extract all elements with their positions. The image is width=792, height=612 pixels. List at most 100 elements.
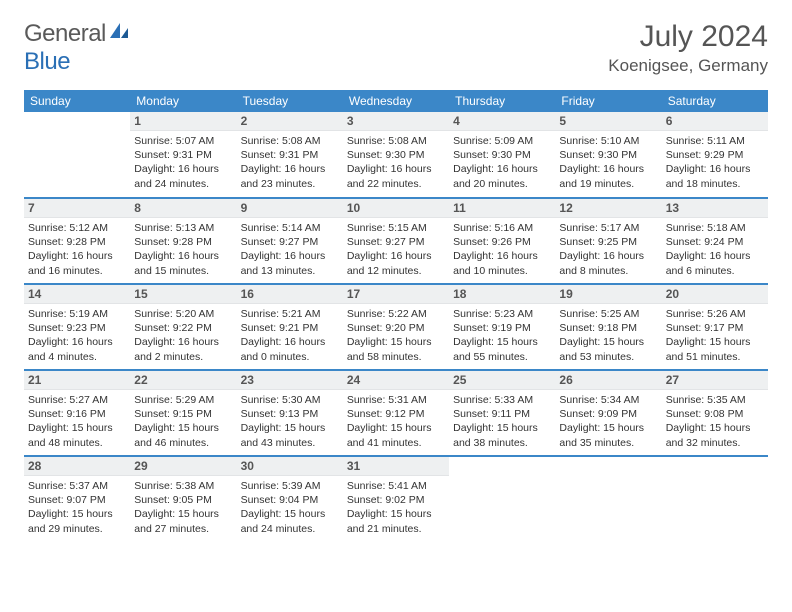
header: GeneralBlue July 2024 Koenigsee, Germany — [24, 20, 768, 76]
day-number: 23 — [237, 371, 343, 390]
day-number: 30 — [237, 457, 343, 476]
day-number: 1 — [130, 112, 236, 131]
location: Koenigsee, Germany — [608, 56, 768, 76]
calendar-day-cell: 11Sunrise: 5:16 AMSunset: 9:26 PMDayligh… — [449, 198, 555, 284]
calendar-day-cell: 9Sunrise: 5:14 AMSunset: 9:27 PMDaylight… — [237, 198, 343, 284]
calendar-day-cell: 2Sunrise: 5:08 AMSunset: 9:31 PMDaylight… — [237, 112, 343, 198]
day-details: Sunrise: 5:08 AMSunset: 9:30 PMDaylight:… — [343, 131, 449, 195]
calendar-day-cell: 23Sunrise: 5:30 AMSunset: 9:13 PMDayligh… — [237, 370, 343, 456]
calendar-day-cell — [555, 456, 661, 542]
day-number: 21 — [24, 371, 130, 390]
day-number: 27 — [662, 371, 768, 390]
calendar-day-cell: 27Sunrise: 5:35 AMSunset: 9:08 PMDayligh… — [662, 370, 768, 456]
day-number: 2 — [237, 112, 343, 131]
day-number: 12 — [555, 199, 661, 218]
brand-name: GeneralBlue — [24, 20, 130, 76]
weekday-header-row: Sunday Monday Tuesday Wednesday Thursday… — [24, 90, 768, 112]
day-number: 25 — [449, 371, 555, 390]
calendar-day-cell: 1Sunrise: 5:07 AMSunset: 9:31 PMDaylight… — [130, 112, 236, 198]
day-details: Sunrise: 5:27 AMSunset: 9:16 PMDaylight:… — [24, 390, 130, 454]
calendar-day-cell: 18Sunrise: 5:23 AMSunset: 9:19 PMDayligh… — [449, 284, 555, 370]
day-number: 18 — [449, 285, 555, 304]
title-block: July 2024 Koenigsee, Germany — [608, 20, 768, 76]
day-number: 28 — [24, 457, 130, 476]
day-number: 9 — [237, 199, 343, 218]
day-details: Sunrise: 5:25 AMSunset: 9:18 PMDaylight:… — [555, 304, 661, 368]
day-details: Sunrise: 5:15 AMSunset: 9:27 PMDaylight:… — [343, 218, 449, 282]
day-details: Sunrise: 5:30 AMSunset: 9:13 PMDaylight:… — [237, 390, 343, 454]
weekday-header: Tuesday — [237, 90, 343, 112]
calendar-day-cell: 16Sunrise: 5:21 AMSunset: 9:21 PMDayligh… — [237, 284, 343, 370]
day-details: Sunrise: 5:37 AMSunset: 9:07 PMDaylight:… — [24, 476, 130, 540]
brand-name-part1: General — [24, 20, 106, 47]
day-number: 7 — [24, 199, 130, 218]
calendar-day-cell: 8Sunrise: 5:13 AMSunset: 9:28 PMDaylight… — [130, 198, 236, 284]
day-details: Sunrise: 5:18 AMSunset: 9:24 PMDaylight:… — [662, 218, 768, 282]
weekday-header: Friday — [555, 90, 661, 112]
calendar-day-cell: 13Sunrise: 5:18 AMSunset: 9:24 PMDayligh… — [662, 198, 768, 284]
day-number: 5 — [555, 112, 661, 131]
calendar-day-cell: 17Sunrise: 5:22 AMSunset: 9:20 PMDayligh… — [343, 284, 449, 370]
day-number: 11 — [449, 199, 555, 218]
calendar-day-cell: 29Sunrise: 5:38 AMSunset: 9:05 PMDayligh… — [130, 456, 236, 542]
calendar-day-cell: 24Sunrise: 5:31 AMSunset: 9:12 PMDayligh… — [343, 370, 449, 456]
day-details: Sunrise: 5:10 AMSunset: 9:30 PMDaylight:… — [555, 131, 661, 195]
day-number: 19 — [555, 285, 661, 304]
month-title: July 2024 — [608, 20, 768, 54]
calendar-table: Sunday Monday Tuesday Wednesday Thursday… — [24, 90, 768, 542]
calendar-week-row: 14Sunrise: 5:19 AMSunset: 9:23 PMDayligh… — [24, 284, 768, 370]
day-number: 4 — [449, 112, 555, 131]
calendar-day-cell — [24, 112, 130, 198]
weekday-header: Monday — [130, 90, 236, 112]
day-details: Sunrise: 5:34 AMSunset: 9:09 PMDaylight:… — [555, 390, 661, 454]
day-details: Sunrise: 5:33 AMSunset: 9:11 PMDaylight:… — [449, 390, 555, 454]
day-details: Sunrise: 5:31 AMSunset: 9:12 PMDaylight:… — [343, 390, 449, 454]
calendar-day-cell: 15Sunrise: 5:20 AMSunset: 9:22 PMDayligh… — [130, 284, 236, 370]
day-number: 8 — [130, 199, 236, 218]
day-details: Sunrise: 5:19 AMSunset: 9:23 PMDaylight:… — [24, 304, 130, 368]
day-number: 14 — [24, 285, 130, 304]
calendar-day-cell: 22Sunrise: 5:29 AMSunset: 9:15 PMDayligh… — [130, 370, 236, 456]
calendar-day-cell: 10Sunrise: 5:15 AMSunset: 9:27 PMDayligh… — [343, 198, 449, 284]
calendar-week-row: 21Sunrise: 5:27 AMSunset: 9:16 PMDayligh… — [24, 370, 768, 456]
calendar-day-cell — [662, 456, 768, 542]
calendar-day-cell: 26Sunrise: 5:34 AMSunset: 9:09 PMDayligh… — [555, 370, 661, 456]
calendar-day-cell: 5Sunrise: 5:10 AMSunset: 9:30 PMDaylight… — [555, 112, 661, 198]
day-number: 26 — [555, 371, 661, 390]
day-details: Sunrise: 5:14 AMSunset: 9:27 PMDaylight:… — [237, 218, 343, 282]
day-details: Sunrise: 5:39 AMSunset: 9:04 PMDaylight:… — [237, 476, 343, 540]
calendar-day-cell: 12Sunrise: 5:17 AMSunset: 9:25 PMDayligh… — [555, 198, 661, 284]
day-details: Sunrise: 5:09 AMSunset: 9:30 PMDaylight:… — [449, 131, 555, 195]
calendar-day-cell: 25Sunrise: 5:33 AMSunset: 9:11 PMDayligh… — [449, 370, 555, 456]
day-number: 20 — [662, 285, 768, 304]
brand-name-part2: Blue — [24, 48, 70, 75]
day-number: 29 — [130, 457, 236, 476]
day-number: 31 — [343, 457, 449, 476]
day-number: 6 — [662, 112, 768, 131]
calendar-week-row: 28Sunrise: 5:37 AMSunset: 9:07 PMDayligh… — [24, 456, 768, 542]
day-details: Sunrise: 5:08 AMSunset: 9:31 PMDaylight:… — [237, 131, 343, 195]
weekday-header: Sunday — [24, 90, 130, 112]
calendar-day-cell: 21Sunrise: 5:27 AMSunset: 9:16 PMDayligh… — [24, 370, 130, 456]
day-details: Sunrise: 5:11 AMSunset: 9:29 PMDaylight:… — [662, 131, 768, 195]
sail-icon — [108, 20, 130, 48]
day-details: Sunrise: 5:20 AMSunset: 9:22 PMDaylight:… — [130, 304, 236, 368]
calendar-day-cell: 4Sunrise: 5:09 AMSunset: 9:30 PMDaylight… — [449, 112, 555, 198]
day-details: Sunrise: 5:35 AMSunset: 9:08 PMDaylight:… — [662, 390, 768, 454]
day-details: Sunrise: 5:23 AMSunset: 9:19 PMDaylight:… — [449, 304, 555, 368]
calendar-day-cell: 7Sunrise: 5:12 AMSunset: 9:28 PMDaylight… — [24, 198, 130, 284]
day-details: Sunrise: 5:12 AMSunset: 9:28 PMDaylight:… — [24, 218, 130, 282]
day-number: 16 — [237, 285, 343, 304]
calendar-day-cell: 6Sunrise: 5:11 AMSunset: 9:29 PMDaylight… — [662, 112, 768, 198]
calendar-day-cell: 20Sunrise: 5:26 AMSunset: 9:17 PMDayligh… — [662, 284, 768, 370]
calendar-day-cell — [449, 456, 555, 542]
day-details: Sunrise: 5:13 AMSunset: 9:28 PMDaylight:… — [130, 218, 236, 282]
day-number: 24 — [343, 371, 449, 390]
calendar-day-cell: 28Sunrise: 5:37 AMSunset: 9:07 PMDayligh… — [24, 456, 130, 542]
weekday-header: Saturday — [662, 90, 768, 112]
calendar-day-cell: 19Sunrise: 5:25 AMSunset: 9:18 PMDayligh… — [555, 284, 661, 370]
day-details: Sunrise: 5:29 AMSunset: 9:15 PMDaylight:… — [130, 390, 236, 454]
calendar-day-cell: 14Sunrise: 5:19 AMSunset: 9:23 PMDayligh… — [24, 284, 130, 370]
day-number: 3 — [343, 112, 449, 131]
weekday-header: Wednesday — [343, 90, 449, 112]
